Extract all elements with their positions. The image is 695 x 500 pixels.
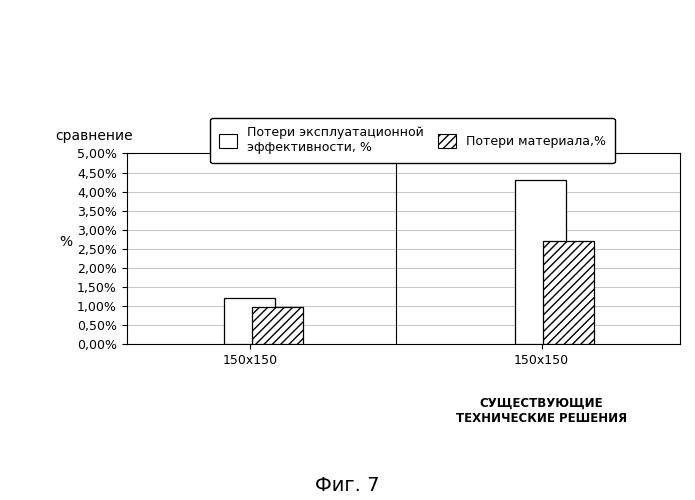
Text: Фиг. 7: Фиг. 7 [316, 476, 379, 495]
Bar [224, 298, 275, 344]
Bar [515, 180, 566, 344]
Legend: Потери эксплуатационной
эффективности, %, Потери материала,%: Потери эксплуатационной эффективности, %… [211, 118, 614, 163]
Bar [252, 307, 303, 344]
Y-axis label: %: % [59, 235, 72, 249]
Bar [543, 241, 594, 344]
Text: СУЩЕСТВУЮЩИЕ
ТЕХНИЧЕСКИЕ РЕШЕНИЯ: СУЩЕСТВУЮЩИЕ ТЕХНИЧЕСКИЕ РЕШЕНИЯ [456, 397, 628, 425]
Text: сравнение: сравнение [55, 128, 133, 142]
